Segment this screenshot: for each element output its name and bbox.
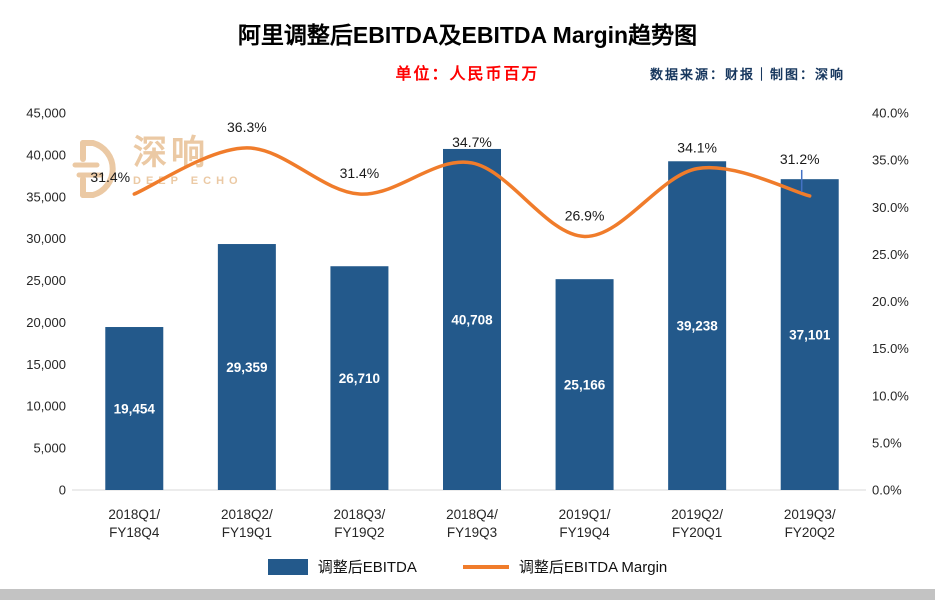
bar-value-label: 25,166 xyxy=(564,378,606,393)
ebitda-bar-swatch xyxy=(267,558,308,575)
chart-legend: 调整后EBITDA 调整后EBITDA Margin xyxy=(0,556,935,577)
category-label: 2018Q2/ xyxy=(221,507,273,522)
ebitda-bar xyxy=(217,244,276,490)
left-axis-tick-label: 40,000 xyxy=(26,147,66,162)
left-axis-tick-label: 30,000 xyxy=(26,231,66,246)
category-label: FY20Q2 xyxy=(785,525,835,540)
left-axis-tick-label: 35,000 xyxy=(26,189,66,204)
left-axis-tick-label: 15,000 xyxy=(26,357,66,372)
unit-subtitle: 单位：人民币百万 xyxy=(395,66,540,83)
right-axis-tick-label: 10.0% xyxy=(872,388,909,403)
ebitda-bar xyxy=(330,266,389,490)
right-axis-tick-label: 30.0% xyxy=(872,200,909,215)
left-axis-tick-label: 10,000 xyxy=(26,399,66,414)
source-credit: 数据来源：财报｜制图：深响 xyxy=(649,67,845,82)
bar-value-label: 19,454 xyxy=(114,402,156,417)
legend-label-ebitda: 调整后EBITDA xyxy=(317,559,417,576)
legend-item-margin: 调整后EBITDA Margin xyxy=(462,556,668,577)
left-axis-tick-label: 0 xyxy=(59,483,66,498)
left-axis-tick-label: 45,000 xyxy=(26,106,66,121)
category-label: 2019Q2/ xyxy=(671,507,723,522)
margin-point-label: 36.3% xyxy=(227,119,267,135)
deep-echo-logo-icon xyxy=(72,140,116,198)
bottom-scrollbar xyxy=(0,589,935,600)
category-label: FY18Q4 xyxy=(109,525,160,540)
category-label: 2019Q1/ xyxy=(559,507,611,522)
margin-line-swatch xyxy=(462,564,509,569)
ebitda-bar xyxy=(555,279,614,490)
legend-label-margin: 调整后EBITDA Margin xyxy=(518,559,668,576)
ebitda-bar xyxy=(780,179,839,490)
right-axis-tick-label: 40.0% xyxy=(872,106,909,121)
category-label: 2018Q1/ xyxy=(108,507,160,522)
ebitda-bar xyxy=(105,327,164,490)
category-label: FY19Q1 xyxy=(222,525,272,540)
chart-title: 阿里调整后EBITDA及EBITDA Margin趋势图 xyxy=(237,22,698,48)
right-axis-tick-label: 20.0% xyxy=(872,294,909,309)
legend-item-ebitda: 调整后EBITDA xyxy=(267,556,417,577)
margin-point-label: 31.4% xyxy=(340,165,380,181)
left-axis-tick-label: 25,000 xyxy=(26,273,66,288)
margin-point-label: 31.2% xyxy=(780,151,820,167)
ebitda-bar xyxy=(443,148,501,490)
bar-value-label: 26,710 xyxy=(339,371,380,386)
right-axis-tick-label: 15.0% xyxy=(872,341,909,356)
watermark-text-block: 深响 DEEP ECHO xyxy=(133,135,243,187)
left-axis-tick-label: 5,000 xyxy=(33,441,66,456)
bar-value-label: 40,708 xyxy=(451,312,493,327)
category-label: 2019Q3/ xyxy=(784,507,836,522)
watermark-en-text: DEEP ECHO xyxy=(133,174,243,187)
margin-point-label: 31.4% xyxy=(90,169,130,185)
right-axis-tick-label: 25.0% xyxy=(872,247,909,262)
category-label: FY19Q4 xyxy=(559,525,610,540)
left-axis-tick-label: 20,000 xyxy=(26,315,66,330)
category-label: FY19Q3 xyxy=(447,525,497,540)
bar-value-label: 37,101 xyxy=(789,328,831,343)
right-axis-tick-label: 35.0% xyxy=(872,153,909,168)
right-axis-tick-label: 0.0% xyxy=(872,483,902,498)
margin-point-label: 26.9% xyxy=(565,207,605,223)
margin-point-label: 34.7% xyxy=(452,134,492,150)
ebitda-bar xyxy=(668,161,727,490)
category-label: FY19Q2 xyxy=(334,525,384,540)
category-label: 2018Q3/ xyxy=(334,507,386,522)
margin-point-label: 34.1% xyxy=(677,140,717,156)
category-label: 2018Q4/ xyxy=(446,507,498,522)
category-label: FY20Q1 xyxy=(672,525,722,540)
bar-value-label: 29,359 xyxy=(226,360,267,375)
right-axis-tick-label: 5.0% xyxy=(872,435,902,450)
bar-value-label: 39,238 xyxy=(676,319,718,334)
margin-line xyxy=(132,146,812,239)
deep-echo-watermark: 深响 DEEP ECHO xyxy=(72,135,243,202)
